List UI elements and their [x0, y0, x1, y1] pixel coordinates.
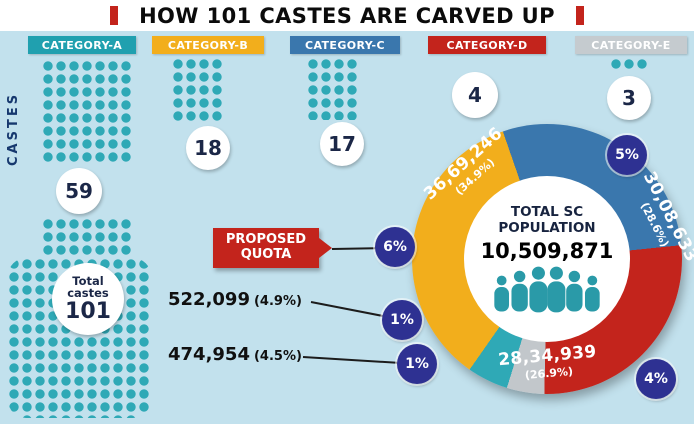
count-circle-category-c: 17 [320, 122, 364, 166]
category-header-c: CATEGORY-C [290, 36, 400, 54]
donut-center-title-line2: POPULATION [498, 220, 596, 236]
dots-category-a-lower [42, 218, 133, 257]
castes-axis-label: CASTES [6, 91, 21, 166]
dots-category-b [172, 58, 224, 123]
title-accent-bar-left [110, 6, 118, 25]
count-circle-category-b: 18 [186, 126, 230, 170]
category-header-a: CATEGORY-A [28, 36, 136, 54]
callout-teal-pct: (4.9%) [253, 294, 302, 309]
callout-teal-segment: 522,099 (4.9%) [168, 289, 302, 310]
quota-badge-blue: 5% [607, 135, 647, 175]
people-icon [494, 266, 600, 313]
proposed-quota-line2: QUOTA [240, 247, 292, 262]
callout-gray-pct: (4.5%) [253, 349, 302, 364]
title-bar: HOW 101 CASTES ARE CARVED UP [0, 0, 694, 31]
dots-category-c [307, 58, 359, 120]
callout-teal-value: 522,099 [168, 289, 250, 310]
total-castes-word2: castes [67, 285, 109, 300]
total-castes-value: 101 [65, 299, 111, 325]
callout-gray-value: 474,954 [168, 344, 250, 365]
proposed-quota-arrow-icon [319, 238, 332, 258]
total-castes-circle: Total castes 101 [52, 263, 124, 335]
category-header-b: CATEGORY-B [152, 36, 264, 54]
quota-badge-yellow: 6% [375, 227, 415, 267]
donut-center-total: 10,509,871 [480, 239, 614, 264]
donut-center-title-line1: TOTAL SC [510, 203, 584, 220]
count-circle-category-e: 3 [607, 76, 651, 120]
quota-badge-gray: 1% [397, 344, 437, 384]
total-castes-word1: Total [72, 273, 104, 288]
proposed-quota-line1: PROPOSED [225, 232, 307, 248]
donut-chart: TOTAL SC POPULATION 10,509,871 [412, 124, 682, 394]
proposed-quota-box: PROPOSED QUOTA [213, 228, 319, 268]
dots-category-a [42, 60, 133, 164]
category-header-e: CATEGORY-E [575, 36, 687, 54]
category-header-d: CATEGORY-D [428, 36, 546, 54]
dots-category-e [610, 58, 649, 71]
page-title: HOW 101 CASTES ARE CARVED UP [139, 3, 555, 28]
count-circle-category-d: 4 [452, 72, 498, 118]
donut-hole: TOTAL SC POPULATION 10,509,871 [464, 176, 630, 342]
quota-badge-teal: 1% [382, 300, 422, 340]
title-accent-bar-right [576, 6, 584, 25]
quota-badge-red: 4% [636, 359, 676, 399]
count-circle-category-a: 59 [56, 168, 102, 214]
callout-gray-segment: 474,954 (4.5%) [168, 344, 302, 365]
